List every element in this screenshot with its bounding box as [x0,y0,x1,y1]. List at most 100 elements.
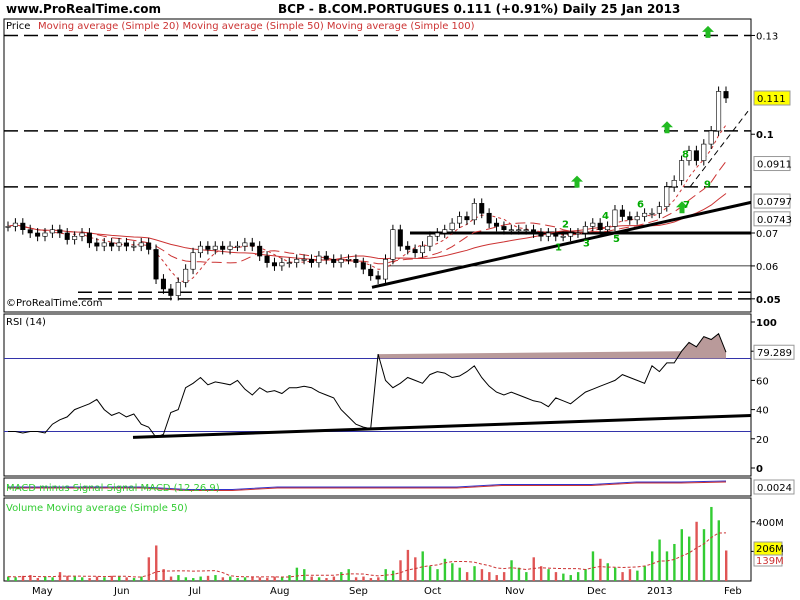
volume-bar [243,577,247,581]
ma50-line [7,161,727,265]
price-value-box [753,156,791,172]
price-candle [538,232,544,237]
price-candle [153,249,159,280]
price-candle [345,259,352,261]
volume-bar [288,575,291,581]
price-candle [464,216,470,221]
volume-ma-line [7,532,727,578]
price-candle [57,229,63,234]
price-candle [612,209,618,227]
price-candle [553,232,559,237]
price-candle [531,229,537,234]
volume-bar [95,576,99,581]
x-axis-label: 2013 [647,586,672,597]
price-candle [160,278,166,290]
volume-bar [591,551,595,581]
price-candle [671,180,677,188]
volume-bar [184,577,188,581]
price-value-box-label: 0.111 [757,94,786,105]
volume-bar [66,575,69,581]
price-candle [501,226,507,230]
volume-bar [673,543,676,581]
volume-bar [21,575,25,581]
price-candle [212,245,218,250]
volume-bar [110,575,114,581]
x-axis-label: Aug [270,586,290,597]
volume-bar [317,577,321,581]
volume-bar [325,578,328,581]
price-candle [686,150,692,161]
price-candle [560,235,566,238]
price-candle [123,242,129,247]
up-arrow-icon [661,121,673,134]
x-axis-label: Oct [424,586,441,597]
x-axis-label: Jun [113,586,130,597]
volume-bar [14,577,17,581]
price-candle [397,229,403,247]
x-axis-label: Jul [188,586,201,597]
volume-bar [436,569,439,581]
price-value-box-label: 0.0743 [757,215,792,226]
volume-bar [525,572,528,581]
rsi-y-tick-label: 40 [756,406,769,417]
volume-bar [480,569,484,581]
price-y-tick-label: 0.05 [756,295,781,306]
price-candle [338,259,344,263]
price-value-box [753,90,791,106]
price-candle [642,212,648,217]
price-candle [116,242,122,247]
rsi-value-box-label: 79.289 [757,348,792,359]
volume-bar [510,560,513,581]
price-candle [316,255,322,263]
volume-ma-value-box-label: 139M [756,556,784,567]
price-candle [627,216,633,221]
volume-bar [495,575,498,581]
volume-bar [547,569,550,581]
price-candle [590,222,596,227]
volume-bar [517,567,521,581]
price-candle [434,232,440,237]
price-candle [353,259,359,263]
volume-bar [236,578,239,581]
price-candle [279,262,285,267]
price-candle [64,232,70,240]
price-candle [49,229,55,234]
volume-bar [362,576,365,581]
price-candle [42,232,48,237]
rsi-trendline [132,413,752,439]
volume-bar [192,578,195,581]
macd-signal-line [8,481,727,491]
price-candle [271,262,277,267]
price-candle [708,130,714,145]
price-candle [146,242,152,250]
volume-bar [88,578,91,581]
volume-bar [7,576,10,581]
volume-bar [532,557,535,581]
volume-bar [562,573,565,581]
price-candle [656,206,662,214]
volume-bar [428,566,432,581]
price-candle [301,259,307,261]
volume-bar [258,577,262,581]
volume-bar [332,576,336,581]
volume-bar [569,575,572,581]
wave-label: 2 [562,220,569,231]
rsi-y-tick-label: 100 [756,318,777,329]
volume-bar [169,576,173,581]
price-candle [323,255,329,260]
volume-bar [206,575,210,581]
site-name[interactable]: www.ProRealTime.com [6,2,161,16]
volume-bar [695,521,698,581]
volume-bar [717,520,720,581]
volume-bar [451,563,454,581]
price-candle [205,245,211,250]
volume-bar [377,577,380,581]
price-candle [523,229,529,231]
volume-bar [214,575,217,581]
price-candle [138,242,144,247]
volume-bar [650,551,654,581]
volume-bar [221,577,225,581]
price-candle [679,160,685,181]
price-candle [701,143,707,161]
